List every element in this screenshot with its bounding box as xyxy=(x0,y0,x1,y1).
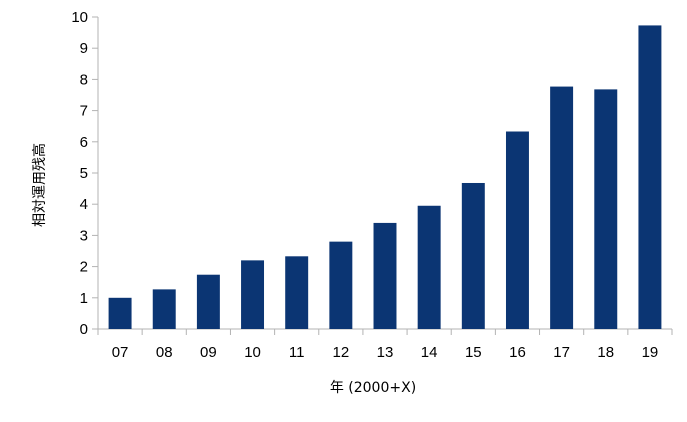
bar-14 xyxy=(417,205,441,329)
y-axis xyxy=(92,16,99,330)
x-tick-label: 16 xyxy=(509,344,526,361)
bar-09 xyxy=(196,274,220,329)
bar-13 xyxy=(373,222,397,329)
bar-08 xyxy=(152,289,176,329)
x-axis xyxy=(97,328,673,335)
bar-15 xyxy=(461,182,485,329)
x-tick-label: 12 xyxy=(333,344,350,361)
y-tick-label: 2 xyxy=(80,259,88,276)
y-tick-label: 6 xyxy=(80,134,88,151)
x-tick-label: 10 xyxy=(244,344,261,361)
y-tick-label: 5 xyxy=(80,165,88,182)
x-tick-label: 08 xyxy=(156,344,173,361)
x-tick-label: 18 xyxy=(597,344,614,361)
x-tick-label: 11 xyxy=(289,344,305,361)
x-tick-label: 14 xyxy=(421,344,438,361)
x-tick-label: 09 xyxy=(200,344,217,361)
bar-10 xyxy=(241,260,265,329)
x-tick-label: 13 xyxy=(377,344,394,361)
y-tick-label: 3 xyxy=(80,227,88,244)
y-tick-label: 1 xyxy=(80,290,88,307)
y-tick-label: 7 xyxy=(80,103,88,120)
y-axis-title: 相対運用残高 xyxy=(31,143,48,227)
y-tick-label: 4 xyxy=(80,196,88,213)
bar-19 xyxy=(638,25,662,329)
x-tick-labels: 07 08 09 10 11 12 13 14 15 16 17 18 19 xyxy=(112,344,659,361)
y-tick-labels: 0 1 2 3 4 5 6 7 8 9 10 xyxy=(71,9,88,338)
bar-11 xyxy=(285,256,309,329)
y-tick-label: 8 xyxy=(80,71,88,88)
x-axis-title: 年 (2000+X) xyxy=(330,380,416,396)
x-tick-label: 17 xyxy=(553,344,570,361)
y-tick-label: 9 xyxy=(80,40,88,57)
y-tick-label: 0 xyxy=(80,321,88,338)
bar-07 xyxy=(108,297,132,329)
x-tick-label: 19 xyxy=(642,344,659,361)
bars-group xyxy=(108,25,662,330)
x-tick-label: 07 xyxy=(112,344,129,361)
x-tick-label: 15 xyxy=(465,344,482,361)
y-tick-label: 10 xyxy=(71,9,88,26)
bar-12 xyxy=(329,241,353,329)
bar-18 xyxy=(594,89,618,329)
bar-17 xyxy=(550,86,574,330)
bar-16 xyxy=(505,131,529,329)
